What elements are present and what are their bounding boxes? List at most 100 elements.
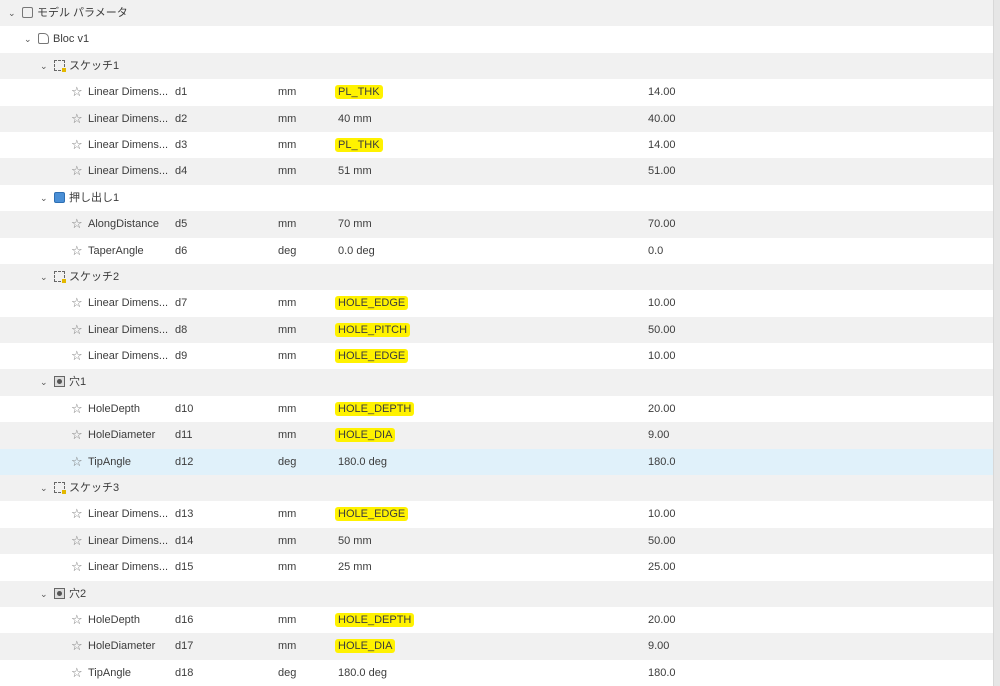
scrollbar[interactable] (993, 0, 1000, 686)
parameter-expression[interactable]: HOLE_DIA (335, 428, 396, 443)
parameter-expression[interactable]: 25 mm (338, 561, 372, 574)
parameter-unit[interactable]: deg (278, 666, 297, 679)
parameter-id[interactable]: d6 (175, 244, 188, 257)
parameter-id[interactable]: d9 (175, 350, 188, 363)
star-icon[interactable]: ☆ (71, 664, 83, 680)
chevron-down-icon[interactable]: ⌄ (8, 8, 16, 18)
star-icon[interactable]: ☆ (71, 216, 83, 232)
parameter-row[interactable]: ☆ Linear Dimens... d4 mm 51 mm 51.00 (0, 158, 993, 185)
star-icon[interactable]: ☆ (71, 400, 83, 416)
star-icon[interactable]: ☆ (71, 321, 83, 337)
parameter-id[interactable]: d13 (175, 508, 194, 521)
parameter-row[interactable]: ☆ TipAngle d18 deg 180.0 deg 180.0 (0, 659, 993, 686)
star-icon[interactable]: ☆ (71, 110, 83, 126)
chevron-down-icon[interactable]: ⌄ (40, 192, 48, 203)
parameter-row[interactable]: ☆ Linear Dimens... d8 mm HOLE_PITCH 50.00 (0, 316, 993, 344)
parameter-row[interactable]: ☆ TaperAngle d6 deg 0.0 deg 0.0 (0, 237, 993, 264)
parameter-expression[interactable]: 51 mm (338, 165, 372, 178)
parameter-expression[interactable]: 180.0 deg (338, 666, 387, 679)
group-row[interactable]: ⌄ 押し出し1 (0, 184, 993, 212)
parameter-expression[interactable]: 180.0 deg (338, 455, 387, 468)
parameter-expression[interactable]: HOLE_PITCH (335, 322, 411, 337)
parameter-id[interactable]: d4 (175, 165, 188, 178)
star-icon[interactable]: ☆ (71, 611, 83, 627)
star-icon[interactable]: ☆ (71, 242, 83, 258)
chevron-down-icon[interactable]: ⌄ (40, 483, 48, 494)
parameter-unit[interactable]: mm (278, 402, 297, 415)
parameter-unit[interactable]: mm (278, 323, 297, 336)
parameter-row[interactable]: ☆ HoleDiameter d17 mm HOLE_DIA 9.00 (0, 633, 993, 660)
star-icon[interactable]: ☆ (71, 84, 83, 100)
parameter-expression[interactable]: HOLE_EDGE (335, 296, 409, 311)
parameter-id[interactable]: d12 (175, 455, 194, 468)
group-row[interactable]: ⌄ 穴1 (0, 369, 993, 396)
parameter-row[interactable]: ☆ Linear Dimens... d13 mm HOLE_EDGE 10.00 (0, 501, 993, 528)
chevron-down-icon[interactable]: ⌄ (40, 271, 48, 282)
star-icon[interactable]: ☆ (71, 559, 83, 575)
parameter-id[interactable]: d5 (175, 218, 188, 231)
group-row[interactable]: ⌄ モデル パラメータ (0, 0, 993, 27)
star-icon[interactable]: ☆ (71, 453, 83, 469)
parameter-id[interactable]: d8 (175, 323, 188, 336)
chevron-down-icon[interactable]: ⌄ (40, 377, 48, 388)
parameter-row[interactable]: ☆ HoleDiameter d11 mm HOLE_DIA 9.00 (0, 422, 993, 449)
parameter-row[interactable]: ☆ Linear Dimens... d3 mm PL_THK 14.00 (0, 131, 993, 159)
parameter-unit[interactable]: mm (278, 112, 297, 125)
parameter-unit[interactable]: mm (278, 561, 297, 574)
chevron-down-icon[interactable]: ⌄ (24, 34, 32, 45)
parameter-id[interactable]: d3 (175, 138, 188, 151)
parameter-id[interactable]: d10 (175, 402, 194, 415)
star-icon[interactable]: ☆ (71, 427, 83, 443)
parameter-unit[interactable]: mm (278, 613, 297, 626)
parameter-unit[interactable]: mm (278, 534, 297, 547)
parameter-expression[interactable]: PL_THK (335, 137, 383, 152)
star-icon[interactable]: ☆ (71, 506, 83, 522)
star-icon[interactable]: ☆ (71, 136, 83, 152)
star-icon[interactable]: ☆ (71, 295, 83, 311)
parameter-expression[interactable]: 0.0 deg (338, 244, 375, 257)
parameter-expression[interactable]: 70 mm (338, 218, 372, 231)
parameter-unit[interactable]: mm (278, 429, 297, 442)
parameter-id[interactable]: d11 (175, 429, 193, 442)
star-icon[interactable]: ☆ (71, 638, 83, 654)
parameter-id[interactable]: d1 (175, 86, 188, 99)
parameter-row[interactable]: ☆ HoleDepth d10 mm HOLE_DEPTH 20.00 (0, 395, 993, 423)
chevron-down-icon[interactable]: ⌄ (40, 60, 48, 71)
parameter-id[interactable]: d16 (175, 613, 194, 626)
parameter-row[interactable]: ☆ Linear Dimens... d2 mm 40 mm 40.00 (0, 105, 993, 132)
parameter-expression[interactable]: PL_THK (335, 85, 383, 100)
parameter-unit[interactable]: mm (278, 350, 297, 363)
parameter-unit[interactable]: deg (278, 455, 297, 468)
parameter-id[interactable]: d2 (175, 112, 188, 125)
parameter-row[interactable]: ☆ Linear Dimens... d15 mm 25 mm 25.00 (0, 554, 993, 581)
parameter-expression[interactable]: HOLE_DEPTH (335, 612, 415, 627)
parameter-id[interactable]: d7 (175, 297, 188, 310)
parameter-row[interactable]: ☆ Linear Dimens... d9 mm HOLE_EDGE 10.00 (0, 343, 993, 370)
parameter-row[interactable]: ☆ TipAngle d12 deg 180.0 deg 180.0 (0, 448, 993, 476)
parameter-id[interactable]: d14 (175, 534, 194, 547)
parameter-unit[interactable]: mm (278, 640, 297, 653)
parameter-id[interactable]: d17 (175, 640, 194, 653)
parameter-unit[interactable]: mm (278, 297, 297, 310)
group-row[interactable]: ⌄ Bloc v1 (0, 26, 993, 53)
group-row[interactable]: ⌄ スケッチ2 (0, 263, 993, 291)
group-row[interactable]: ⌄ 穴2 (0, 580, 993, 607)
parameter-id[interactable]: d18 (175, 666, 194, 679)
parameter-unit[interactable]: mm (278, 86, 297, 99)
star-icon[interactable]: ☆ (71, 163, 83, 179)
parameter-expression[interactable]: 40 mm (338, 112, 372, 125)
parameter-row[interactable]: ☆ Linear Dimens... d14 mm 50 mm 50.00 (0, 527, 993, 555)
chevron-down-icon[interactable]: ⌄ (40, 588, 48, 599)
parameter-row[interactable]: ☆ AlongDistance d5 mm 70 mm 70.00 (0, 211, 993, 238)
star-icon[interactable]: ☆ (71, 348, 83, 364)
parameter-id[interactable]: d15 (175, 561, 194, 574)
parameter-expression[interactable]: HOLE_DEPTH (335, 401, 415, 416)
parameter-row[interactable]: ☆ Linear Dimens... d1 mm PL_THK 14.00 (0, 79, 993, 106)
parameter-expression[interactable]: HOLE_DIA (335, 639, 396, 654)
parameter-unit[interactable]: deg (278, 244, 297, 257)
group-row[interactable]: ⌄ スケッチ1 (0, 52, 993, 80)
star-icon[interactable]: ☆ (71, 532, 83, 548)
parameter-row[interactable]: ☆ HoleDepth d16 mm HOLE_DEPTH 20.00 (0, 606, 993, 634)
group-row[interactable]: ⌄ スケッチ3 (0, 475, 993, 502)
parameter-unit[interactable]: mm (278, 165, 297, 178)
